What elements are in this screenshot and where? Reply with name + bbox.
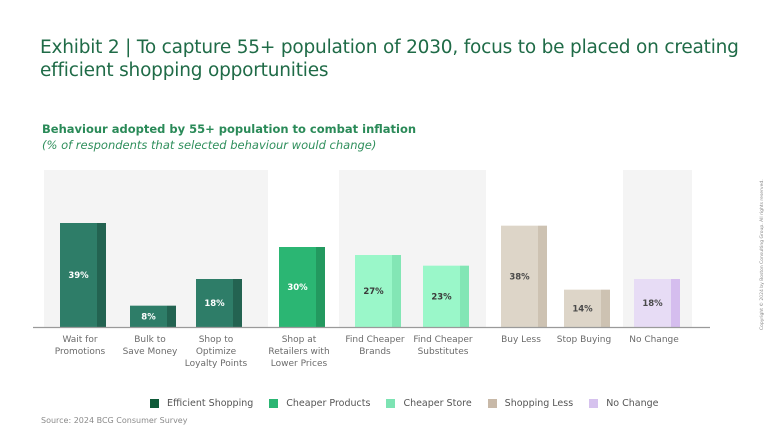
x-tick-label-line: Buy Less — [501, 335, 541, 345]
chart-subtitle: Behaviour adopted by 55+ population to c… — [42, 121, 416, 153]
x-tick-label-line: Retailers with — [268, 347, 330, 357]
data-label: 38% — [509, 272, 530, 282]
bar-side — [316, 247, 325, 327]
bar — [196, 279, 233, 327]
legend-swatch — [487, 399, 497, 408]
x-tick-label: Buy Less — [481, 334, 561, 346]
legend-label: No Change — [606, 398, 659, 409]
data-label: 14% — [572, 304, 593, 314]
x-tick-label-line: Bulk to — [134, 335, 166, 345]
bar-side — [460, 265, 469, 327]
legend-label: Efficient Shopping — [167, 398, 254, 409]
bar — [130, 305, 167, 327]
bar-side — [97, 223, 106, 327]
bar — [564, 289, 601, 327]
x-tick-label: Find Cheaper Brands — [335, 334, 415, 358]
legend-item-efficient-shopping: Efficient Shopping — [150, 398, 253, 409]
x-tick-label: Shop at Retailers with Lower Prices — [259, 334, 339, 370]
x-tick-label-line: Find Cheaper — [345, 335, 405, 345]
bar — [60, 223, 97, 327]
x-tick-label: Stop Buying — [544, 334, 624, 346]
legend-swatch — [589, 399, 599, 408]
bar — [501, 225, 538, 327]
bar-side — [392, 255, 401, 327]
data-label: 27% — [363, 287, 384, 297]
x-tick-label-line: Substitutes — [417, 347, 469, 357]
bar — [279, 247, 316, 327]
title-line-1: Exhibit 2 | To capture 55+ population of… — [40, 37, 739, 58]
bar — [634, 279, 671, 327]
chart-note: (% of respondents that selected behaviou… — [42, 138, 377, 152]
legend-label: Shopping Less — [504, 398, 574, 409]
bar-side — [538, 225, 547, 327]
page-title: Exhibit 2 | To capture 55+ population of… — [40, 36, 740, 82]
x-tick-label-line: Stop Buying — [556, 335, 612, 345]
source-note: Source: 2024 BCG Consumer Survey — [41, 416, 188, 425]
x-tick-label: Shop to Optimize Loyalty Points — [176, 334, 256, 370]
legend-label: Cheaper Store — [403, 398, 472, 409]
legend-item-cheaper-store: Cheaper Store — [386, 398, 472, 409]
title-line-2: efficient shopping opportunities — [40, 60, 329, 81]
x-tick-label-line: Optimize — [195, 347, 237, 357]
bar-side — [233, 279, 242, 327]
data-label: 8% — [141, 312, 156, 322]
bar — [423, 265, 460, 327]
x-tick-label: No Change — [614, 334, 694, 346]
x-tick-label-line: Lower Prices — [270, 359, 328, 369]
x-tick-label-line: Shop to — [198, 335, 234, 345]
x-tick-label-line: Loyalty Points — [184, 359, 248, 369]
bar — [355, 255, 392, 327]
legend-label: Cheaper Products — [286, 398, 371, 409]
data-label: 18% — [642, 299, 663, 309]
x-tick-label-line: Shop at — [281, 335, 317, 345]
chart-title: Behaviour adopted by 55+ population to c… — [42, 122, 417, 136]
x-tick-label: Find Cheaper Substitutes — [403, 334, 483, 358]
x-tick-label-line: Wait for — [62, 335, 98, 345]
x-tick-label: Bulk to Save Money — [110, 334, 190, 358]
legend: Efficient Shopping Cheaper Products Chea… — [150, 398, 675, 409]
bar-side — [601, 289, 610, 327]
x-tick-label-line: Find Cheaper — [413, 335, 473, 345]
x-tick-label-line: Promotions — [54, 347, 106, 357]
legend-swatch — [269, 399, 279, 408]
x-tick-label: Wait for Promotions — [40, 334, 120, 358]
x-tick-label-line: Save Money — [122, 347, 178, 357]
legend-swatch — [386, 399, 396, 408]
x-tick-label-line: Brands — [359, 347, 391, 357]
copyright-note: Copyright © 2024 by Boston Consulting Gr… — [760, 179, 765, 330]
legend-item-cheaper-products: Cheaper Products — [269, 398, 370, 409]
x-tick-label-line: No Change — [629, 335, 679, 345]
data-label: 30% — [287, 283, 308, 293]
legend-item-shopping-less: Shopping Less — [487, 398, 574, 409]
data-label: 39% — [68, 271, 89, 281]
bar-side — [671, 279, 680, 327]
legend-item-no-change: No Change — [589, 398, 659, 409]
legend-swatch — [150, 399, 159, 408]
data-label: 18% — [204, 299, 225, 309]
bar-side — [167, 305, 176, 327]
data-label: 23% — [431, 292, 452, 302]
